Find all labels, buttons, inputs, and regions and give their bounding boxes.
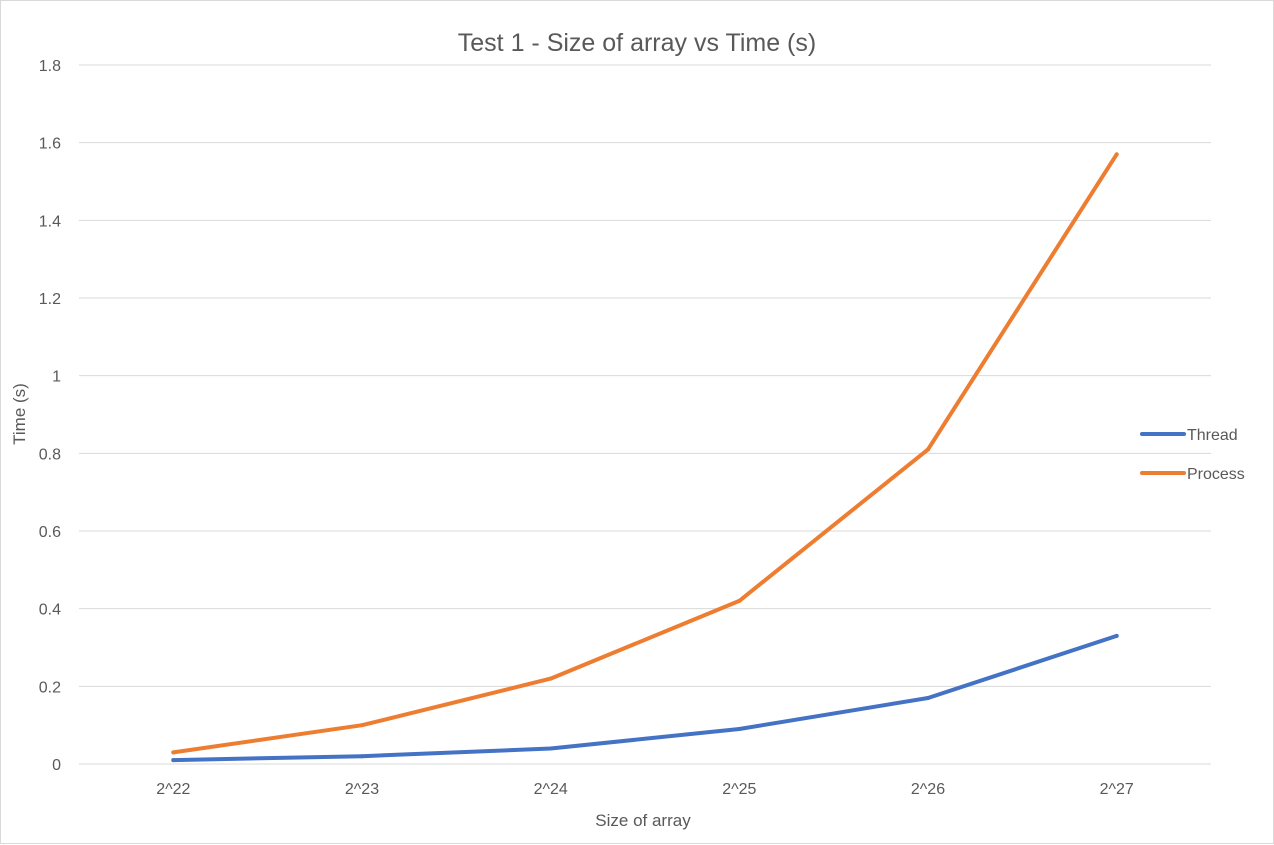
- x-tick-label: 2^26: [911, 781, 945, 798]
- legend: Thread Process: [1140, 427, 1245, 483]
- legend-label-thread: Thread: [1187, 427, 1238, 444]
- y-axis-title: Time (s): [10, 383, 29, 445]
- y-axis-ticks: 0 0.2 0.4 0.6 0.8 1 1.2 1.4 1.6 1.8: [39, 58, 61, 774]
- x-axis-title: Size of array: [595, 811, 691, 830]
- series-lines: [171, 152, 1119, 763]
- data-point-process: [926, 447, 930, 452]
- data-point-thread: [926, 695, 930, 700]
- y-tick-label: 0.8: [39, 446, 61, 463]
- data-point-process: [1114, 152, 1119, 157]
- gridlines: [79, 64, 1211, 765]
- series-line-thread: [171, 633, 1119, 763]
- y-tick-label: 0.4: [39, 602, 61, 619]
- data-point-process: [737, 598, 742, 603]
- y-tick-label: 1.2: [39, 291, 61, 308]
- x-tick-label: 2^22: [156, 781, 190, 798]
- y-tick-label: 0: [52, 757, 61, 774]
- data-point-thread: [548, 746, 553, 751]
- legend-label-process: Process: [1187, 466, 1245, 483]
- data-point-thread: [1114, 633, 1119, 638]
- y-tick-label: 1.8: [39, 58, 61, 75]
- chart-title: Test 1 - Size of array vs Time (s): [458, 29, 816, 57]
- x-tick-label: 2^25: [722, 781, 756, 798]
- data-point-process: [360, 723, 364, 728]
- data-point-process: [548, 676, 553, 681]
- data-point-thread: [171, 758, 176, 763]
- y-tick-label: 1: [52, 369, 61, 386]
- y-tick-label: 0.2: [39, 679, 61, 696]
- data-point-thread: [737, 727, 742, 732]
- series-line-process: [171, 152, 1119, 755]
- y-tick-label: 0.6: [39, 524, 61, 541]
- data-point-process: [171, 750, 176, 755]
- data-point-thread: [360, 754, 364, 759]
- y-tick-label: 1.6: [39, 136, 61, 153]
- x-tick-label: 2^27: [1100, 781, 1134, 798]
- x-tick-label: 2^24: [534, 781, 568, 798]
- y-tick-label: 1.4: [39, 213, 61, 230]
- x-tick-label: 2^23: [345, 781, 379, 798]
- x-axis-ticks: 2^22 2^23 2^24 2^25 2^26 2^27: [156, 781, 1134, 798]
